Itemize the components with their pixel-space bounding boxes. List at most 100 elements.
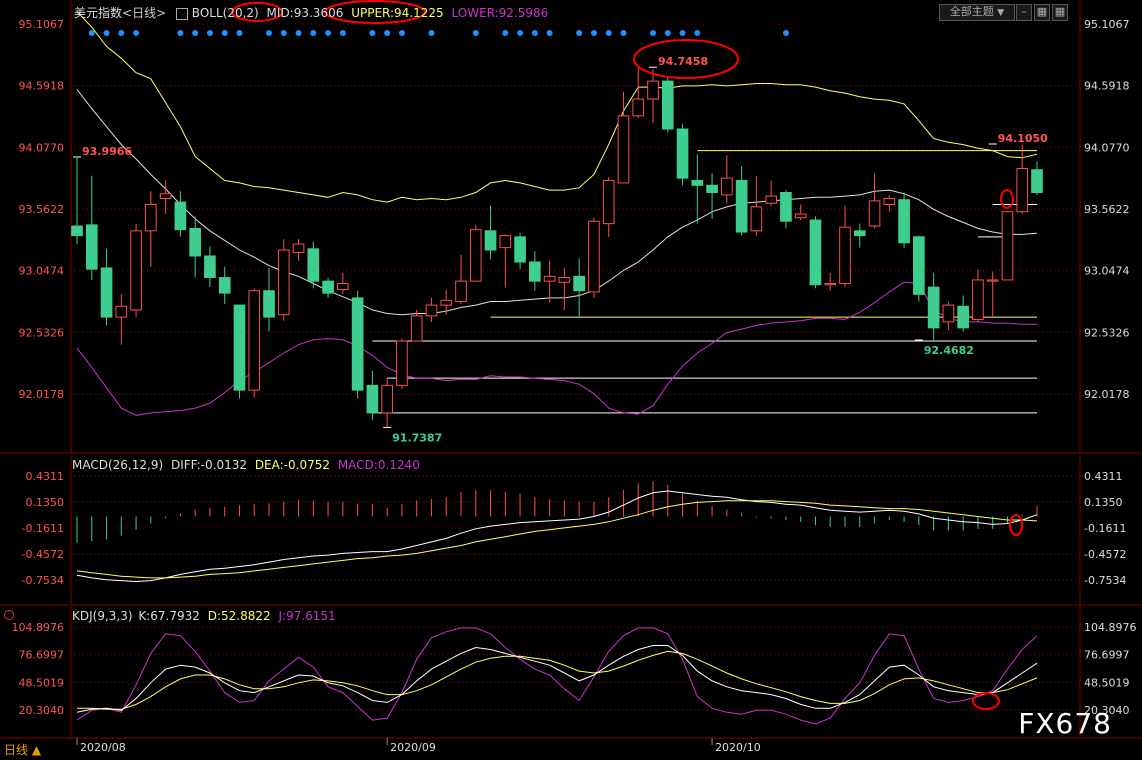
- price-tick-right: 94.0770: [1084, 141, 1130, 154]
- candle-up: [469, 229, 482, 282]
- candle-down: [927, 286, 940, 329]
- macd-header: MACD(26,12,9) DIFF:-0.0132 DEA:-0.0752 M…: [72, 458, 420, 472]
- candle-up: [972, 279, 984, 320]
- kdj-k-line: [76, 645, 1038, 713]
- price-annotation: 93.9966: [82, 145, 132, 158]
- macd-value: MACD:0.1240: [337, 458, 420, 472]
- signal-dot: [605, 30, 612, 36]
- candle-down: [85, 224, 98, 270]
- macd-tick-left: -0.4572: [22, 548, 64, 561]
- candle-up: [381, 384, 393, 414]
- macd-tick-right: -0.7534: [1084, 574, 1126, 587]
- kdj-tick-right: 104.8976: [1084, 621, 1137, 634]
- signal-dot: [517, 30, 524, 36]
- signal-dot: [620, 30, 627, 36]
- candle-up: [794, 213, 807, 219]
- candle-down: [218, 277, 231, 294]
- date-label: 2020/09: [390, 741, 436, 754]
- boll-label: BOLL(20,2): [191, 6, 259, 20]
- signal-dot: [339, 30, 346, 36]
- macd-tick-right: 0.1350: [1084, 496, 1123, 509]
- candle-up: [588, 220, 600, 293]
- price-annotation: 92.4682: [924, 344, 974, 357]
- candle-down: [189, 227, 201, 257]
- candle-up: [337, 283, 349, 291]
- candle-up: [410, 315, 423, 342]
- highlight-circle: [633, 39, 739, 79]
- candle-down: [366, 384, 379, 414]
- grid-icon[interactable]: ▦: [1052, 4, 1068, 21]
- candle-up: [277, 249, 290, 316]
- candle-up: [750, 206, 763, 232]
- candle-up: [1001, 211, 1014, 281]
- candle-down: [322, 280, 334, 294]
- candle-down: [204, 255, 216, 279]
- signal-dot: [177, 30, 184, 36]
- price-annotation: 94.7458: [658, 55, 708, 68]
- kdj-tick-left: 48.5019: [19, 676, 65, 689]
- layout-icon[interactable]: ▦: [1034, 4, 1050, 21]
- candle-up: [883, 197, 896, 205]
- highlight-circle: [231, 2, 283, 22]
- kdj-tick-left: 20.3040: [19, 704, 65, 717]
- candle-up: [868, 200, 881, 227]
- candle-down: [676, 128, 689, 179]
- candle-up: [499, 235, 512, 249]
- macd-dea: DEA:-0.0752: [254, 458, 330, 472]
- kdj-tick-right: 76.6997: [1084, 649, 1130, 662]
- price-tick-left: 92.0178: [19, 388, 65, 401]
- signal-dot: [88, 30, 95, 36]
- theme-select-button[interactable]: 全部主题 ▼: [939, 4, 1015, 21]
- period-mode-toggle[interactable]: 日线 ▲: [4, 743, 42, 757]
- signal-dot: [118, 30, 125, 36]
- signal-dot: [502, 30, 509, 36]
- candle-down: [573, 275, 585, 292]
- candle-down: [514, 236, 526, 263]
- signal-dot: [472, 30, 479, 36]
- watermark: FX678: [1018, 707, 1112, 740]
- signal-dot: [664, 30, 671, 36]
- signal-dot: [103, 30, 110, 36]
- candle-up: [543, 275, 556, 282]
- price-tick-left: 94.5918: [19, 80, 65, 93]
- signal-dot: [546, 30, 553, 36]
- candle-down: [71, 225, 83, 237]
- theme-select-label: 全部主题: [949, 5, 994, 18]
- candle-down: [307, 248, 320, 282]
- signal-dot: [310, 30, 317, 36]
- candle-down: [735, 180, 748, 233]
- kdj-settings-icon[interactable]: [4, 610, 14, 620]
- signal-dot: [280, 30, 287, 36]
- candle-down: [853, 230, 866, 237]
- candle-up: [824, 283, 837, 286]
- candle-up: [632, 98, 645, 117]
- candle-down: [809, 219, 822, 286]
- candle-up: [765, 195, 777, 204]
- highlight-circle: [972, 692, 1000, 710]
- price-tick-left: 92.5326: [19, 326, 65, 339]
- macd-diff: DIFF:-0.0132: [170, 458, 247, 472]
- candle-down: [233, 304, 246, 391]
- kdj-d: D:52.8822: [207, 609, 271, 623]
- candle-down: [100, 267, 113, 318]
- period-tag[interactable]: <日线>: [122, 6, 167, 20]
- candle-down: [1031, 169, 1043, 193]
- highlight-circle: [324, 0, 426, 24]
- macd-diff-line: [76, 490, 1038, 583]
- price-annotation: 94.1050: [998, 132, 1048, 145]
- signal-dot: [221, 30, 228, 36]
- kdj-tick-right: 20.3040: [1084, 704, 1130, 717]
- minimize-icon[interactable]: –: [1016, 4, 1032, 21]
- candle-up: [602, 180, 615, 225]
- candle-down: [484, 230, 497, 251]
- macd-tick-right: -0.4572: [1084, 548, 1126, 561]
- kdj-j: J:97.6151: [278, 609, 336, 623]
- signal-dot: [369, 30, 376, 36]
- boll-upper-line: [76, 11, 1038, 203]
- candle-up: [942, 304, 955, 323]
- price-tick-right: 93.5622: [1084, 203, 1130, 216]
- candle-down: [661, 80, 674, 130]
- candle-up: [115, 305, 128, 318]
- boll-lower-line: [76, 281, 1037, 416]
